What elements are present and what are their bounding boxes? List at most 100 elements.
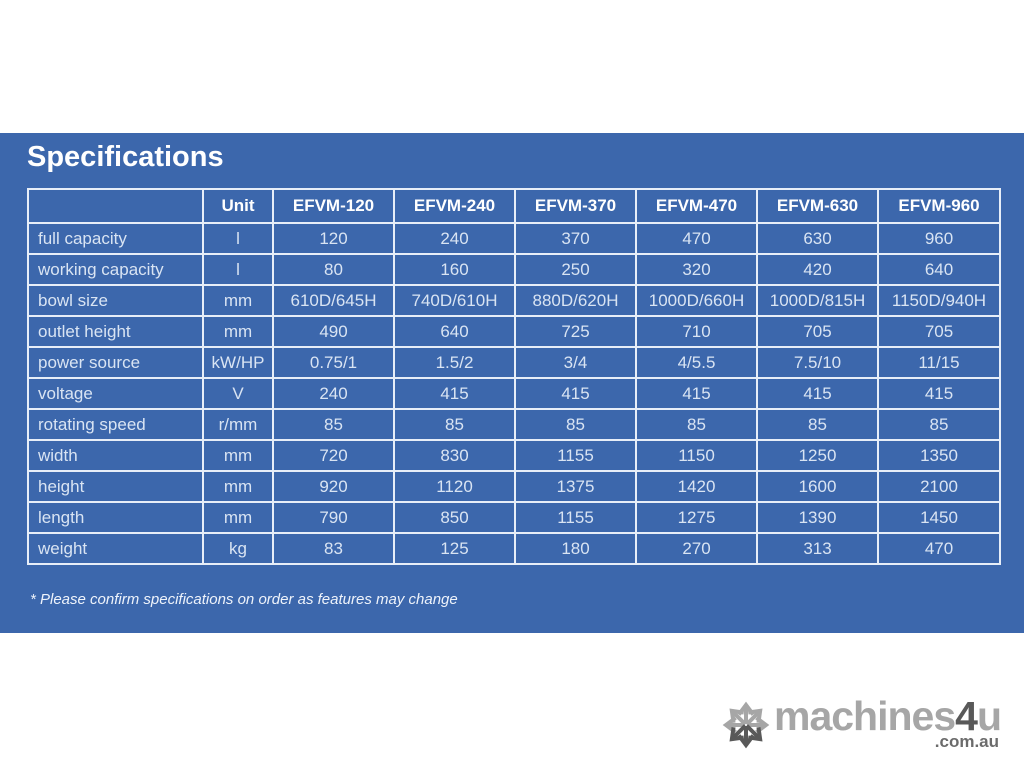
row-value: 85 xyxy=(514,408,637,441)
column-header: EFVM-630 xyxy=(756,188,879,224)
row-value: 490 xyxy=(272,315,395,348)
row-value: 83 xyxy=(272,532,395,565)
column-header: Unit xyxy=(202,188,274,224)
page-title: Specifications xyxy=(27,141,224,173)
logo-text-domain: .com.au xyxy=(934,732,1000,751)
row-value: 1155 xyxy=(514,501,637,534)
row-value: 470 xyxy=(635,222,758,255)
table-row: working capacity l 80 160 250 320 420 640 xyxy=(27,253,1001,286)
table-row: length mm 790 850 1155 1275 1390 1450 xyxy=(27,501,1001,534)
row-value: 705 xyxy=(756,315,879,348)
row-value: 725 xyxy=(514,315,637,348)
row-unit: kW/HP xyxy=(202,346,274,379)
row-value: 630 xyxy=(756,222,879,255)
row-value: 11/15 xyxy=(877,346,1001,379)
row-label: height xyxy=(27,470,204,503)
row-value: 180 xyxy=(514,532,637,565)
row-value: 880D/620H xyxy=(514,284,637,317)
row-unit: mm xyxy=(202,501,274,534)
column-header: EFVM-370 xyxy=(514,188,637,224)
row-value: 470 xyxy=(877,532,1001,565)
column-header: EFVM-470 xyxy=(635,188,758,224)
row-value: 250 xyxy=(514,253,637,286)
logo-text-machines: machines xyxy=(774,693,956,739)
row-value: 610D/645H xyxy=(272,284,395,317)
row-value: 85 xyxy=(393,408,516,441)
row-value: 1120 xyxy=(393,470,516,503)
footnote: * Please confirm specifications on order… xyxy=(30,591,458,608)
row-value: 720 xyxy=(272,439,395,472)
row-value: 120 xyxy=(272,222,395,255)
machines4u-logo: machines4u .com.au xyxy=(722,693,1002,751)
row-value: 3/4 xyxy=(514,346,637,379)
row-label: voltage xyxy=(27,377,204,410)
row-value: 270 xyxy=(635,532,758,565)
row-value: 420 xyxy=(756,253,879,286)
row-value: 240 xyxy=(393,222,516,255)
row-value: 80 xyxy=(272,253,395,286)
row-value: 1600 xyxy=(756,470,879,503)
table-row: rotating speed r/mm 85 85 85 85 85 85 xyxy=(27,408,1001,441)
row-value: 125 xyxy=(393,532,516,565)
row-value: 85 xyxy=(877,408,1001,441)
spec-table-head: Unit EFVM-120 EFVM-240 EFVM-370 EFVM-470 EFVM… xyxy=(27,188,1001,224)
column-header: EFVM-240 xyxy=(393,188,516,224)
logo-text-4: 4 xyxy=(955,693,978,739)
row-value: 415 xyxy=(756,377,879,410)
row-value: 1000D/660H xyxy=(635,284,758,317)
row-value: 240 xyxy=(272,377,395,410)
row-label: bowl size xyxy=(27,284,204,317)
table-row: bowl size mm 610D/645H 740D/610H 880D/620H 10… xyxy=(27,284,1001,317)
table-row: voltage V 240 415 415 415 415 415 xyxy=(27,377,1001,410)
row-value: 7.5/10 xyxy=(756,346,879,379)
row-value: 740D/610H xyxy=(393,284,516,317)
row-value: 920 xyxy=(272,470,395,503)
row-value: 640 xyxy=(877,253,1001,286)
row-value: 85 xyxy=(756,408,879,441)
row-value: 2100 xyxy=(877,470,1001,503)
row-value: 415 xyxy=(635,377,758,410)
column-header: EFVM-960 xyxy=(877,188,1001,224)
row-value: 1155 xyxy=(514,439,637,472)
row-value: 415 xyxy=(393,377,516,410)
row-value: 1450 xyxy=(877,501,1001,534)
row-unit: mm xyxy=(202,439,274,472)
row-value: 1420 xyxy=(635,470,758,503)
row-value: 1390 xyxy=(756,501,879,534)
row-unit: l xyxy=(202,222,274,255)
logo-text: machines4u .com.au xyxy=(774,693,1002,751)
row-value: 160 xyxy=(393,253,516,286)
row-value: 830 xyxy=(393,439,516,472)
row-value: 960 xyxy=(877,222,1001,255)
table-row: power source kW/HP 0.75/1 1.5/2 3/4 4/5.5 7.5/… xyxy=(27,346,1001,379)
row-value: 85 xyxy=(635,408,758,441)
row-value: 0.75/1 xyxy=(272,346,395,379)
spec-table: Unit EFVM-120 EFVM-240 EFVM-370 EFVM-470 EFVM… xyxy=(27,188,1001,565)
table-row: width mm 720 830 1155 1150 1250 1350 xyxy=(27,439,1001,472)
row-unit: V xyxy=(202,377,274,410)
row-value: 1000D/815H xyxy=(756,284,879,317)
column-header: EFVM-120 xyxy=(272,188,395,224)
row-value: 1150D/940H xyxy=(877,284,1001,317)
logo-wordmark: machines4u xyxy=(774,693,1002,739)
spec-table-body: full capacity l 120 240 370 470 630 960 working … xyxy=(27,222,1001,565)
snowflake-asterisk-icon xyxy=(722,701,770,749)
row-value: 320 xyxy=(635,253,758,286)
table-row: height mm 920 1120 1375 1420 1600 2100 xyxy=(27,470,1001,503)
row-label: rotating speed xyxy=(27,408,204,441)
table-row: weight kg 83 125 180 270 313 470 xyxy=(27,532,1001,565)
row-value: 1150 xyxy=(635,439,758,472)
row-unit: r/mm xyxy=(202,408,274,441)
row-unit: mm xyxy=(202,284,274,317)
row-value: 313 xyxy=(756,532,879,565)
row-value: 640 xyxy=(393,315,516,348)
row-unit: mm xyxy=(202,315,274,348)
row-value: 850 xyxy=(393,501,516,534)
row-value: 4/5.5 xyxy=(635,346,758,379)
row-unit: l xyxy=(202,253,274,286)
row-unit: mm xyxy=(202,470,274,503)
row-value: 1350 xyxy=(877,439,1001,472)
row-label: weight xyxy=(27,532,204,565)
row-label: outlet height xyxy=(27,315,204,348)
table-row: outlet height mm 490 640 725 710 705 705 xyxy=(27,315,1001,348)
